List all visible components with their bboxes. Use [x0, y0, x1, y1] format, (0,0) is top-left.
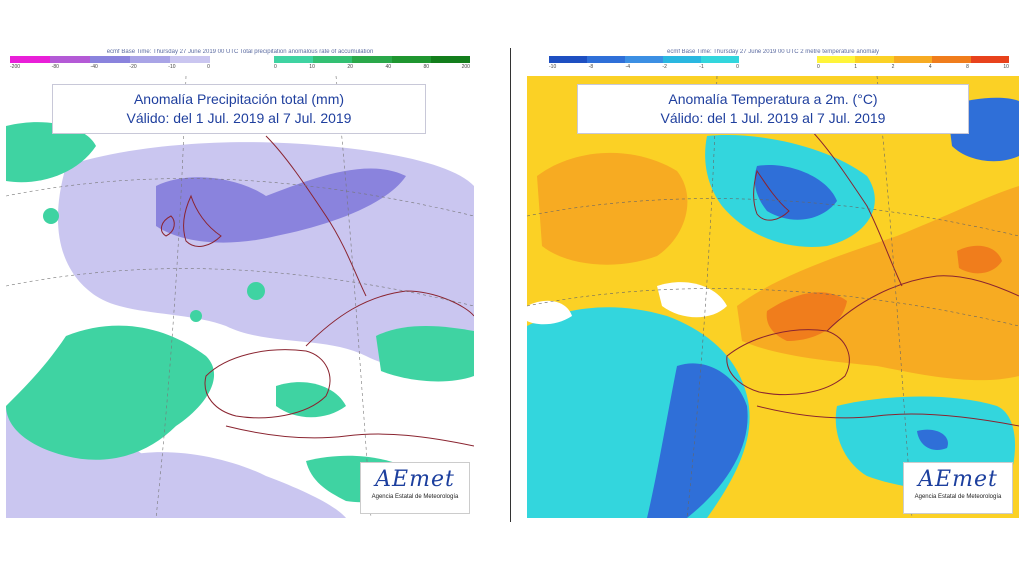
- precipitation-map: [6, 76, 474, 518]
- wet-anomaly-zone: [6, 122, 96, 183]
- temp-header-line: ecmf Base Time: Thursday 27 June 2019 00…: [667, 49, 879, 55]
- tick: -8: [588, 64, 594, 70]
- tick: -4: [625, 64, 630, 70]
- precip-scale-positive: 0 10 20 40 80 200: [274, 56, 471, 72]
- tick: 0: [207, 64, 210, 70]
- hot-anomaly-zone: [957, 245, 1002, 274]
- precip-title-box: Anomalía Precipitación total (mm) Válido…: [52, 84, 426, 134]
- graticule-line: [6, 268, 474, 307]
- precip-scale-positive-bar: [274, 56, 471, 63]
- tick: 200: [461, 64, 470, 70]
- precip-scale-negative-ticks: -200 -80 -40 -20 -10 0: [10, 64, 210, 70]
- tick: 0: [274, 64, 277, 70]
- coastline-europe: [826, 275, 1019, 332]
- coastline-iberia: [204, 349, 331, 419]
- tick: -40: [90, 64, 98, 70]
- temp-title-box: Anomalía Temperatura a 2m. (°C) Válido: …: [577, 84, 969, 134]
- coastline-britain: [753, 169, 790, 221]
- temp-scale-negative: -10 -8 -4 -2 -1 0: [549, 56, 739, 72]
- coastline-britain: [183, 194, 222, 247]
- cold-anomaly-zone: [754, 165, 837, 220]
- aemet-logo-word: AEmet: [918, 467, 998, 492]
- graticule-line: [335, 76, 372, 518]
- tick: 8: [966, 64, 969, 70]
- tick: -80: [51, 64, 59, 70]
- aemet-logo-right: AEmet Agencia Estatal de Meteorología: [903, 462, 1013, 514]
- tick: 2: [891, 64, 895, 70]
- precip-validity: Válido: del 1 Jul. 2019 al 7 Jul. 2019: [126, 110, 352, 126]
- temperature-anomaly-map-panel: ecmf Base Time: Thursday 27 June 2019 00…: [527, 48, 1019, 518]
- tick: 20: [347, 64, 353, 70]
- precip-scale-positive-ticks: 0 10 20 40 80 200: [274, 64, 470, 70]
- aemet-logo-subtitle: Agencia Estatal de Meteorología: [371, 494, 459, 500]
- tick: -1: [699, 64, 704, 70]
- tick: -2: [662, 64, 667, 70]
- coastline-scandinavia: [265, 135, 367, 297]
- tick: 4: [928, 64, 932, 70]
- wet-anomaly-zone: [6, 325, 215, 460]
- aemet-logo-word: AEmet: [375, 467, 455, 492]
- precip-scale-negative-bar: [10, 56, 210, 63]
- aemet-logo-subtitle: Agencia Estatal de Meteorología: [914, 494, 1002, 500]
- tick: 0: [736, 64, 739, 70]
- coastline-north-africa: [756, 405, 1019, 427]
- temp-scale-positive-bar: [817, 56, 1010, 63]
- neutral-anomaly-zone: [657, 282, 727, 318]
- precip-scale-negative: -200 -80 -40 -20 -10 0: [10, 56, 210, 72]
- coastline-north-africa: [225, 425, 474, 447]
- coastline-ireland: [160, 215, 175, 237]
- wet-anomaly-zone: [376, 326, 474, 382]
- precip-title: Anomalía Precipitación total (mm): [133, 91, 345, 107]
- dry-anomaly-zone: [126, 452, 346, 518]
- graticule-line: [686, 76, 718, 518]
- tick: 80: [423, 64, 430, 70]
- tick: 10: [1003, 64, 1009, 70]
- coastline-scandinavia: [806, 125, 903, 287]
- cold-anomaly-spot: [917, 429, 948, 451]
- temp-title: Anomalía Temperatura a 2m. (°C): [668, 91, 878, 107]
- strong-dry-anomaly-zone: [156, 168, 406, 243]
- temp-scale-negative-ticks: -10 -8 -4 -2 -1 0: [549, 64, 739, 70]
- temperature-map: [527, 76, 1019, 518]
- precip-header-line: ecmf Base Time: Thursday 27 June 2019 00…: [106, 49, 374, 55]
- cold-anomaly-zone: [647, 363, 748, 518]
- tick: 40: [385, 64, 392, 70]
- graticule-line: [155, 76, 187, 518]
- precipitation-anomaly-map-panel: ecmf Base Time: Thursday 27 June 2019 00…: [6, 48, 474, 518]
- neutral-anomaly-zone: [527, 300, 572, 325]
- coastline-iberia: [726, 329, 850, 396]
- tick: 1: [854, 64, 858, 70]
- temp-scale-negative-bar: [549, 56, 739, 63]
- warm-anomaly-zone: [537, 152, 688, 265]
- tick: 0: [817, 64, 820, 70]
- aemet-logo-left: AEmet Agencia Estatal de Meteorología: [360, 462, 470, 514]
- temp-scale-positive-ticks: 0 1 2 4 8 10: [817, 64, 1009, 70]
- temp-validity: Válido: del 1 Jul. 2019 al 7 Jul. 2019: [660, 110, 886, 126]
- tick: -10: [168, 64, 176, 70]
- tick: -10: [549, 64, 557, 70]
- tick: -200: [10, 64, 21, 70]
- graticule-line: [876, 76, 913, 518]
- wet-anomaly-spot: [43, 208, 59, 224]
- panel-divider: [510, 48, 511, 522]
- tick: -20: [129, 64, 137, 70]
- graticule-line: [6, 178, 474, 217]
- wet-anomaly-spot: [190, 310, 202, 322]
- hot-anomaly-zone: [766, 292, 847, 341]
- tick: 10: [309, 64, 315, 70]
- temp-scale-positive: 0 1 2 4 8 10: [817, 56, 1010, 72]
- wet-anomaly-spot: [247, 282, 265, 300]
